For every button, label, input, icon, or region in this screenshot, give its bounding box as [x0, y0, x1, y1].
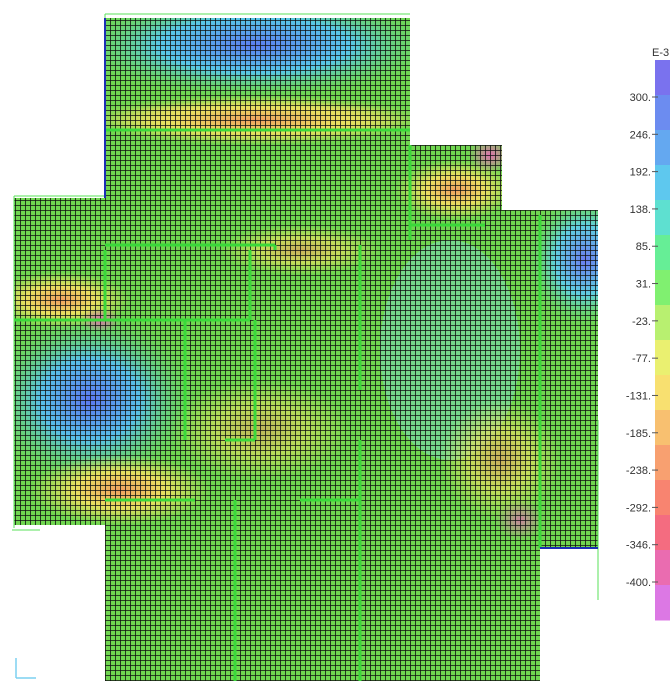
legend-swatch	[655, 375, 670, 411]
legend-swatch	[655, 585, 670, 621]
legend-label: -131.	[626, 390, 651, 402]
legend-swatch	[655, 305, 670, 341]
legend-label: 31.	[636, 279, 651, 291]
legend-label: -400.	[626, 577, 651, 589]
legend-label: -77.	[632, 353, 651, 365]
axis-icon	[16, 658, 36, 678]
legend-label: -238.	[626, 465, 651, 477]
slab-contour	[0, 0, 670, 681]
legend-swatch	[655, 60, 670, 96]
legend-unit: E-3	[652, 47, 669, 59]
legend-label: 246.	[630, 129, 651, 141]
legend-swatch	[655, 270, 670, 306]
legend-swatch	[655, 480, 670, 516]
legend-swatch	[655, 200, 670, 236]
legend: E-3 300. 246. 192. 138. 85. 31. -23. -77. -131. -…	[626, 47, 670, 621]
legend-swatch	[655, 410, 670, 446]
contour-view: E-3 300. 246. 192. 138. 85. 31. -23. -77. -131. -…	[0, 0, 670, 681]
legend-label: -292.	[626, 502, 651, 514]
legend-label: 192.	[630, 167, 651, 179]
legend-label: -23.	[632, 316, 651, 328]
legend-label: 138.	[630, 204, 651, 216]
legend-label: 300.	[630, 92, 651, 104]
page: E-3 300. 246. 192. 138. 85. 31. -23. -77. -131. -…	[0, 0, 670, 681]
legend-label: 85.	[636, 241, 651, 253]
legend-swatch	[655, 95, 670, 131]
legend-swatch	[655, 165, 670, 201]
legend-label: -346.	[626, 540, 651, 552]
legend-label: -185.	[626, 428, 651, 440]
legend-swatch	[655, 550, 670, 586]
legend-swatch	[655, 235, 670, 271]
legend-swatch	[655, 445, 670, 481]
legend-swatch	[655, 130, 670, 166]
